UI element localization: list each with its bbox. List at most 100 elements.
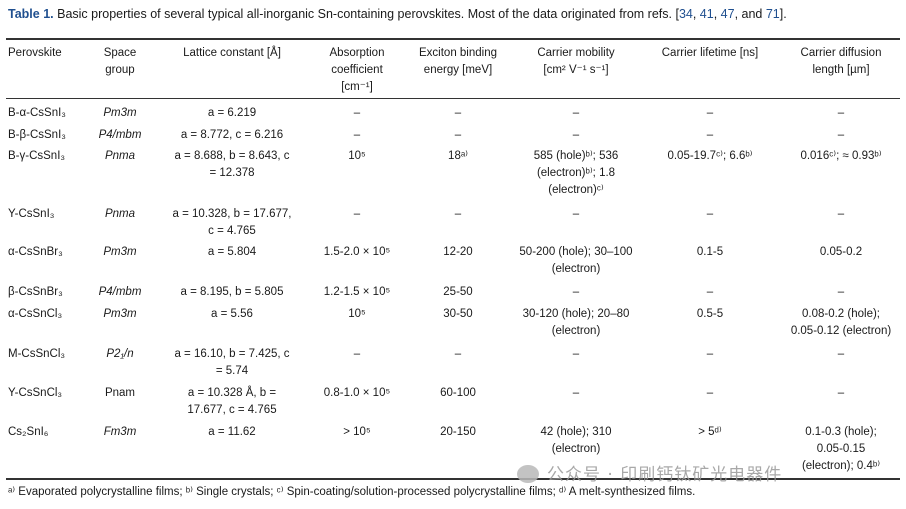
cell-mobility: –: [572, 208, 580, 220]
caption-text: Basic properties of several typical all-…: [57, 7, 679, 21]
cell-diffusion: –: [837, 107, 845, 119]
cell-lifetime: –: [706, 208, 714, 220]
header-mobility: Carrier mobility [cm² V⁻¹ s⁻¹]: [537, 47, 615, 76]
cell-lattice: a = 6.219: [207, 107, 257, 119]
cell-space-group: P2₁/n: [106, 348, 134, 360]
header-lattice: Lattice constant [Å]: [183, 47, 281, 59]
header-lifetime: Carrier lifetime [ns]: [661, 47, 759, 59]
cell-mobility: 42 (hole); 310 (electron): [540, 426, 612, 455]
cell-exciton: –: [454, 208, 462, 220]
cell-exciton: 60-100: [440, 387, 476, 399]
cell-absorption: 1.5-2.0 × 10⁵: [323, 246, 391, 258]
cell-diffusion: 0.016ᶜ⁾; ≈ 0.93ᵇ⁾: [800, 150, 882, 162]
table-top-rule: [6, 38, 900, 40]
table-label: Table 1.: [8, 7, 54, 21]
cell-exciton: 18ᵃ⁾: [448, 150, 468, 162]
cell-absorption: 1.2-1.5 × 10⁵: [323, 286, 391, 298]
cell-diffusion: –: [837, 286, 845, 298]
cell-mobility: –: [572, 107, 580, 119]
ref-link[interactable]: 34: [678, 7, 693, 21]
cell-absorption: 10⁵: [348, 308, 366, 320]
cell-lifetime: > 5ᵈ⁾: [698, 426, 722, 438]
cell-exciton: 25-50: [443, 286, 473, 298]
cell-space-group: P4/mbm: [98, 286, 142, 298]
cell-space-group: Fm3m: [103, 426, 137, 438]
cell-perovskite: B-γ-CsSnI₃: [8, 150, 66, 162]
ref-link[interactable]: 41: [699, 7, 714, 21]
cell-lattice: a = 10.328, b = 17.677, c = 4.765: [172, 208, 292, 237]
cell-diffusion: 0.1-0.3 (hole); 0.05-0.15 (electron); 0.4ᵇ…: [801, 426, 881, 472]
ref-link[interactable]: 71: [765, 7, 780, 21]
cell-diffusion: 0.05-0.2: [819, 246, 863, 258]
cell-mobility: 50-200 (hole); 30–100 (electron): [519, 246, 633, 275]
cell-space-group: Pnam: [104, 387, 136, 399]
cell-absorption: 0.8-1.0 × 10⁵: [323, 387, 391, 399]
header-diffusion: Carrier diffusion length [µm]: [800, 47, 882, 76]
cell-mobility: –: [572, 129, 580, 141]
cell-lifetime: 0.05-19.7ᶜ⁾; 6.6ᵇ⁾: [667, 150, 753, 162]
cell-lattice: a = 11.62: [208, 426, 256, 438]
cell-lifetime: 0.1-5: [696, 246, 724, 258]
cell-exciton: 12-20: [443, 246, 473, 258]
cell-space-group: Pm3m: [103, 308, 137, 320]
cell-absorption: –: [353, 208, 361, 220]
ref-link[interactable]: 47: [720, 7, 735, 21]
cell-space-group: P4/mbm: [98, 129, 142, 141]
cell-perovskite: Y-CsSnCl₃: [8, 387, 63, 399]
cell-perovskite: M-CsSnCl₃: [8, 348, 66, 360]
cell-lattice: a = 10.328 Å, b = 17.677, c = 4.765: [187, 387, 277, 416]
cell-exciton: 30-50: [443, 308, 473, 320]
header-space-group: Space group: [103, 47, 137, 76]
cell-perovskite: α-CsSnCl₃: [8, 308, 63, 320]
cell-space-group: Pnma: [104, 150, 136, 162]
cell-lattice: a = 8.772, c = 6.216: [180, 129, 284, 141]
cell-space-group: Pm3m: [103, 246, 137, 258]
header-perovskite: Perovskite: [8, 47, 62, 59]
cell-mobility: –: [572, 387, 580, 399]
table-bottom-rule: [6, 478, 900, 480]
cell-mobility: –: [572, 286, 580, 298]
cell-lifetime: –: [706, 348, 714, 360]
cell-mobility: 30-120 (hole); 20–80 (electron): [522, 308, 630, 337]
cell-absorption: > 10⁵: [343, 426, 371, 438]
cell-diffusion: –: [837, 348, 845, 360]
cell-absorption: 10⁵: [348, 150, 366, 162]
cell-perovskite: Y-CsSnI₃: [8, 208, 55, 220]
cell-perovskite: Cs₂SnI₆: [8, 426, 49, 438]
cell-lattice: a = 5.804: [207, 246, 257, 258]
cell-perovskite: β-CsSnBr₃: [8, 286, 63, 298]
watermark: 公众号 · 印刷钙钛矿光电器件: [517, 460, 782, 485]
cell-lattice: a = 8.688, b = 8.643, c = 12.378: [174, 150, 290, 179]
cell-lattice: a = 8.195, b = 5.805: [180, 286, 284, 298]
cell-space-group: Pnma: [104, 208, 136, 220]
cell-exciton: –: [454, 107, 462, 119]
cell-space-group: Pm3m: [103, 107, 137, 119]
cell-perovskite: α-CsSnBr₃: [8, 246, 63, 258]
cell-mobility: 585 (hole)ᵇ⁾; 536 (electron)ᵇ⁾; 1.8 (elect…: [533, 150, 619, 196]
cell-absorption: –: [353, 107, 361, 119]
cell-diffusion: 0.08-0.2 (hole); 0.05-0.12 (electron): [790, 308, 892, 337]
cell-lifetime: –: [706, 107, 714, 119]
cell-perovskite: B-α-CsSnI₃: [8, 107, 66, 119]
cell-diffusion: –: [837, 208, 845, 220]
cell-lattice: a = 5.56: [211, 308, 253, 320]
cell-lifetime: 0.5-5: [696, 308, 724, 320]
cell-lifetime: –: [706, 387, 714, 399]
cell-diffusion: –: [837, 387, 845, 399]
cell-perovskite: B-β-CsSnI₃: [8, 129, 66, 141]
cell-lifetime: –: [706, 286, 714, 298]
cell-absorption: –: [353, 129, 361, 141]
header-exciton: Exciton binding energy [meV]: [419, 47, 497, 76]
wechat-icon: [517, 465, 539, 483]
cell-lattice: a = 16.10, b = 7.425, c = 5.74: [174, 348, 290, 377]
table-footnote: ᵃ⁾ Evaporated polycrystalline films; ᵇ⁾ …: [8, 486, 696, 498]
cell-mobility: –: [572, 348, 580, 360]
cell-exciton: –: [454, 129, 462, 141]
cell-exciton: –: [454, 348, 462, 360]
cell-lifetime: –: [706, 129, 714, 141]
cell-exciton: 20-150: [440, 426, 476, 438]
cell-diffusion: –: [837, 129, 845, 141]
table-header-rule: [6, 98, 900, 99]
header-absorption: Absorption coefficient [cm⁻¹]: [329, 47, 385, 93]
table-caption: Table 1. Basic properties of several typ…: [8, 7, 787, 21]
